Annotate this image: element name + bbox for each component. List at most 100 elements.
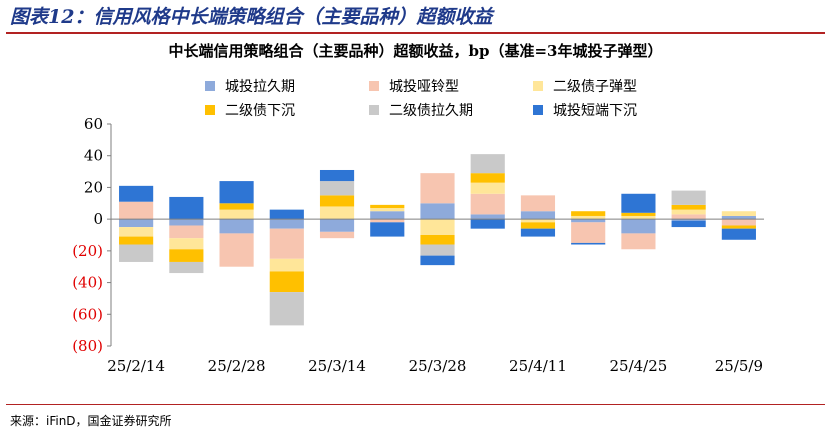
bar-segment xyxy=(571,219,606,223)
bar-segment xyxy=(169,225,204,239)
legend-swatch xyxy=(205,105,215,115)
x-tick-label: 25/3/28 xyxy=(409,357,467,375)
bar-segment xyxy=(119,185,154,202)
source-divider xyxy=(6,404,825,405)
legend-swatch xyxy=(205,81,215,91)
bar-segment xyxy=(319,206,355,220)
bar-segment xyxy=(219,203,254,210)
bar-segment xyxy=(671,214,706,220)
bar-segment xyxy=(420,173,455,204)
legend-item-chengtou-barbell: 城投哑铃型 xyxy=(369,76,459,96)
bar-segment xyxy=(721,219,756,226)
legend-label: 二级债下沉 xyxy=(225,103,295,119)
bar-segment xyxy=(621,193,656,213)
legend-swatch xyxy=(533,105,543,115)
bar-segment xyxy=(370,219,405,223)
bar-segment xyxy=(269,292,304,326)
bar-segment xyxy=(370,222,405,237)
title-divider xyxy=(6,32,825,34)
y-tick-label: 60 xyxy=(84,115,103,133)
bar-segment xyxy=(169,238,204,250)
y-tick-label: 20 xyxy=(84,178,103,196)
y-tick-label: 40 xyxy=(84,147,103,165)
y-tick-label: (20) xyxy=(72,242,103,260)
bar-segment xyxy=(721,228,756,240)
bar-segment xyxy=(319,231,355,239)
bar-segment xyxy=(319,195,355,207)
bar-segment xyxy=(520,211,556,220)
legend-label: 二级债子弹型 xyxy=(553,79,637,95)
bar-segment xyxy=(269,271,304,293)
bar-segment xyxy=(119,201,154,220)
bar-segment xyxy=(269,209,304,220)
bar-segment xyxy=(721,225,756,229)
legend-swatch xyxy=(533,81,543,91)
legend-item-tier2-sinking: 二级债下沉 xyxy=(205,100,295,120)
bar-segment xyxy=(571,222,606,243)
bar-segment xyxy=(470,182,505,194)
legend-item-tier2-duration: 二级债拉久期 xyxy=(369,100,473,120)
bar-segment xyxy=(319,169,355,182)
bar-segment xyxy=(420,203,455,220)
bar-segment xyxy=(621,219,656,234)
bar-segment xyxy=(420,244,455,256)
legend-item-chengtou-duration: 城投拉久期 xyxy=(205,76,295,96)
bar-segment xyxy=(671,209,706,215)
chart-title: 中长端信用策略组合（主要品种）超额收益，bp（基准=3年城投子弹型） xyxy=(168,42,663,60)
bar-segment xyxy=(470,214,505,220)
legend-label: 二级债拉久期 xyxy=(389,103,473,119)
bar-segment xyxy=(470,154,505,174)
bar-segment xyxy=(169,249,204,262)
bar-segment xyxy=(520,195,556,212)
stacked-bar-chart: 60 40 20 0 (20) (40) (60) (80)25/2/14 25/2/28 25/… xyxy=(72,115,764,375)
x-tick-label: 25/2/14 xyxy=(107,357,165,375)
bar-segment xyxy=(219,181,254,204)
bar-segment xyxy=(420,235,455,245)
bar-segment xyxy=(370,211,405,220)
legend-swatch xyxy=(369,105,379,115)
y-tick-label: (80) xyxy=(72,337,103,355)
bar-segment xyxy=(420,255,455,266)
bar-segment xyxy=(671,190,706,205)
bar-segment xyxy=(420,219,455,235)
y-tick-label: (40) xyxy=(72,274,103,292)
bar-segment xyxy=(520,222,556,229)
bar-segment xyxy=(169,219,204,226)
bar-segment xyxy=(119,236,154,245)
bar-segment xyxy=(319,219,355,232)
bar-segment xyxy=(269,258,304,272)
bar-segment xyxy=(671,204,706,210)
bar-segment xyxy=(671,220,706,228)
x-tick-label: 25/2/28 xyxy=(208,357,266,375)
bar-segment xyxy=(721,215,756,220)
bar-segment xyxy=(520,219,556,223)
x-tick-label: 25/3/14 xyxy=(308,357,366,375)
legend-label: 城投哑铃型 xyxy=(389,79,459,95)
legend-label: 城投拉久期 xyxy=(225,79,295,95)
bar-segment xyxy=(169,196,204,220)
bar-segment xyxy=(370,204,405,209)
legend-swatch xyxy=(369,81,379,91)
legend-item-chengtou-short-sinking: 城投短端下沉 xyxy=(533,100,637,120)
bar-segment xyxy=(319,181,355,196)
bar-segment xyxy=(370,208,405,212)
bar-segment xyxy=(219,233,254,267)
bar-segment xyxy=(119,219,154,228)
bar-segment xyxy=(219,219,254,234)
bar-segment xyxy=(571,242,606,245)
figure-title: 图表12：信用风格中长端策略组合（主要品种）超额收益 xyxy=(10,6,493,28)
bar-segment xyxy=(621,215,656,220)
bar-segment xyxy=(571,211,606,216)
bar-segment xyxy=(671,219,706,221)
bar-segment xyxy=(470,173,505,183)
bar-segment xyxy=(269,219,304,229)
legend-label: 城投短端下沉 xyxy=(553,103,637,119)
source-note: 来源：iFinD，国金证券研究所 xyxy=(10,414,172,428)
bar-segment xyxy=(119,227,154,237)
x-tick-label: 25/4/11 xyxy=(509,357,567,375)
bar-segment xyxy=(470,219,505,229)
bar-segment xyxy=(169,261,204,274)
legend-item-tier2-bullet: 二级债子弹型 xyxy=(533,76,637,96)
y-tick-label: (60) xyxy=(72,305,103,323)
bar-segment xyxy=(621,212,656,216)
